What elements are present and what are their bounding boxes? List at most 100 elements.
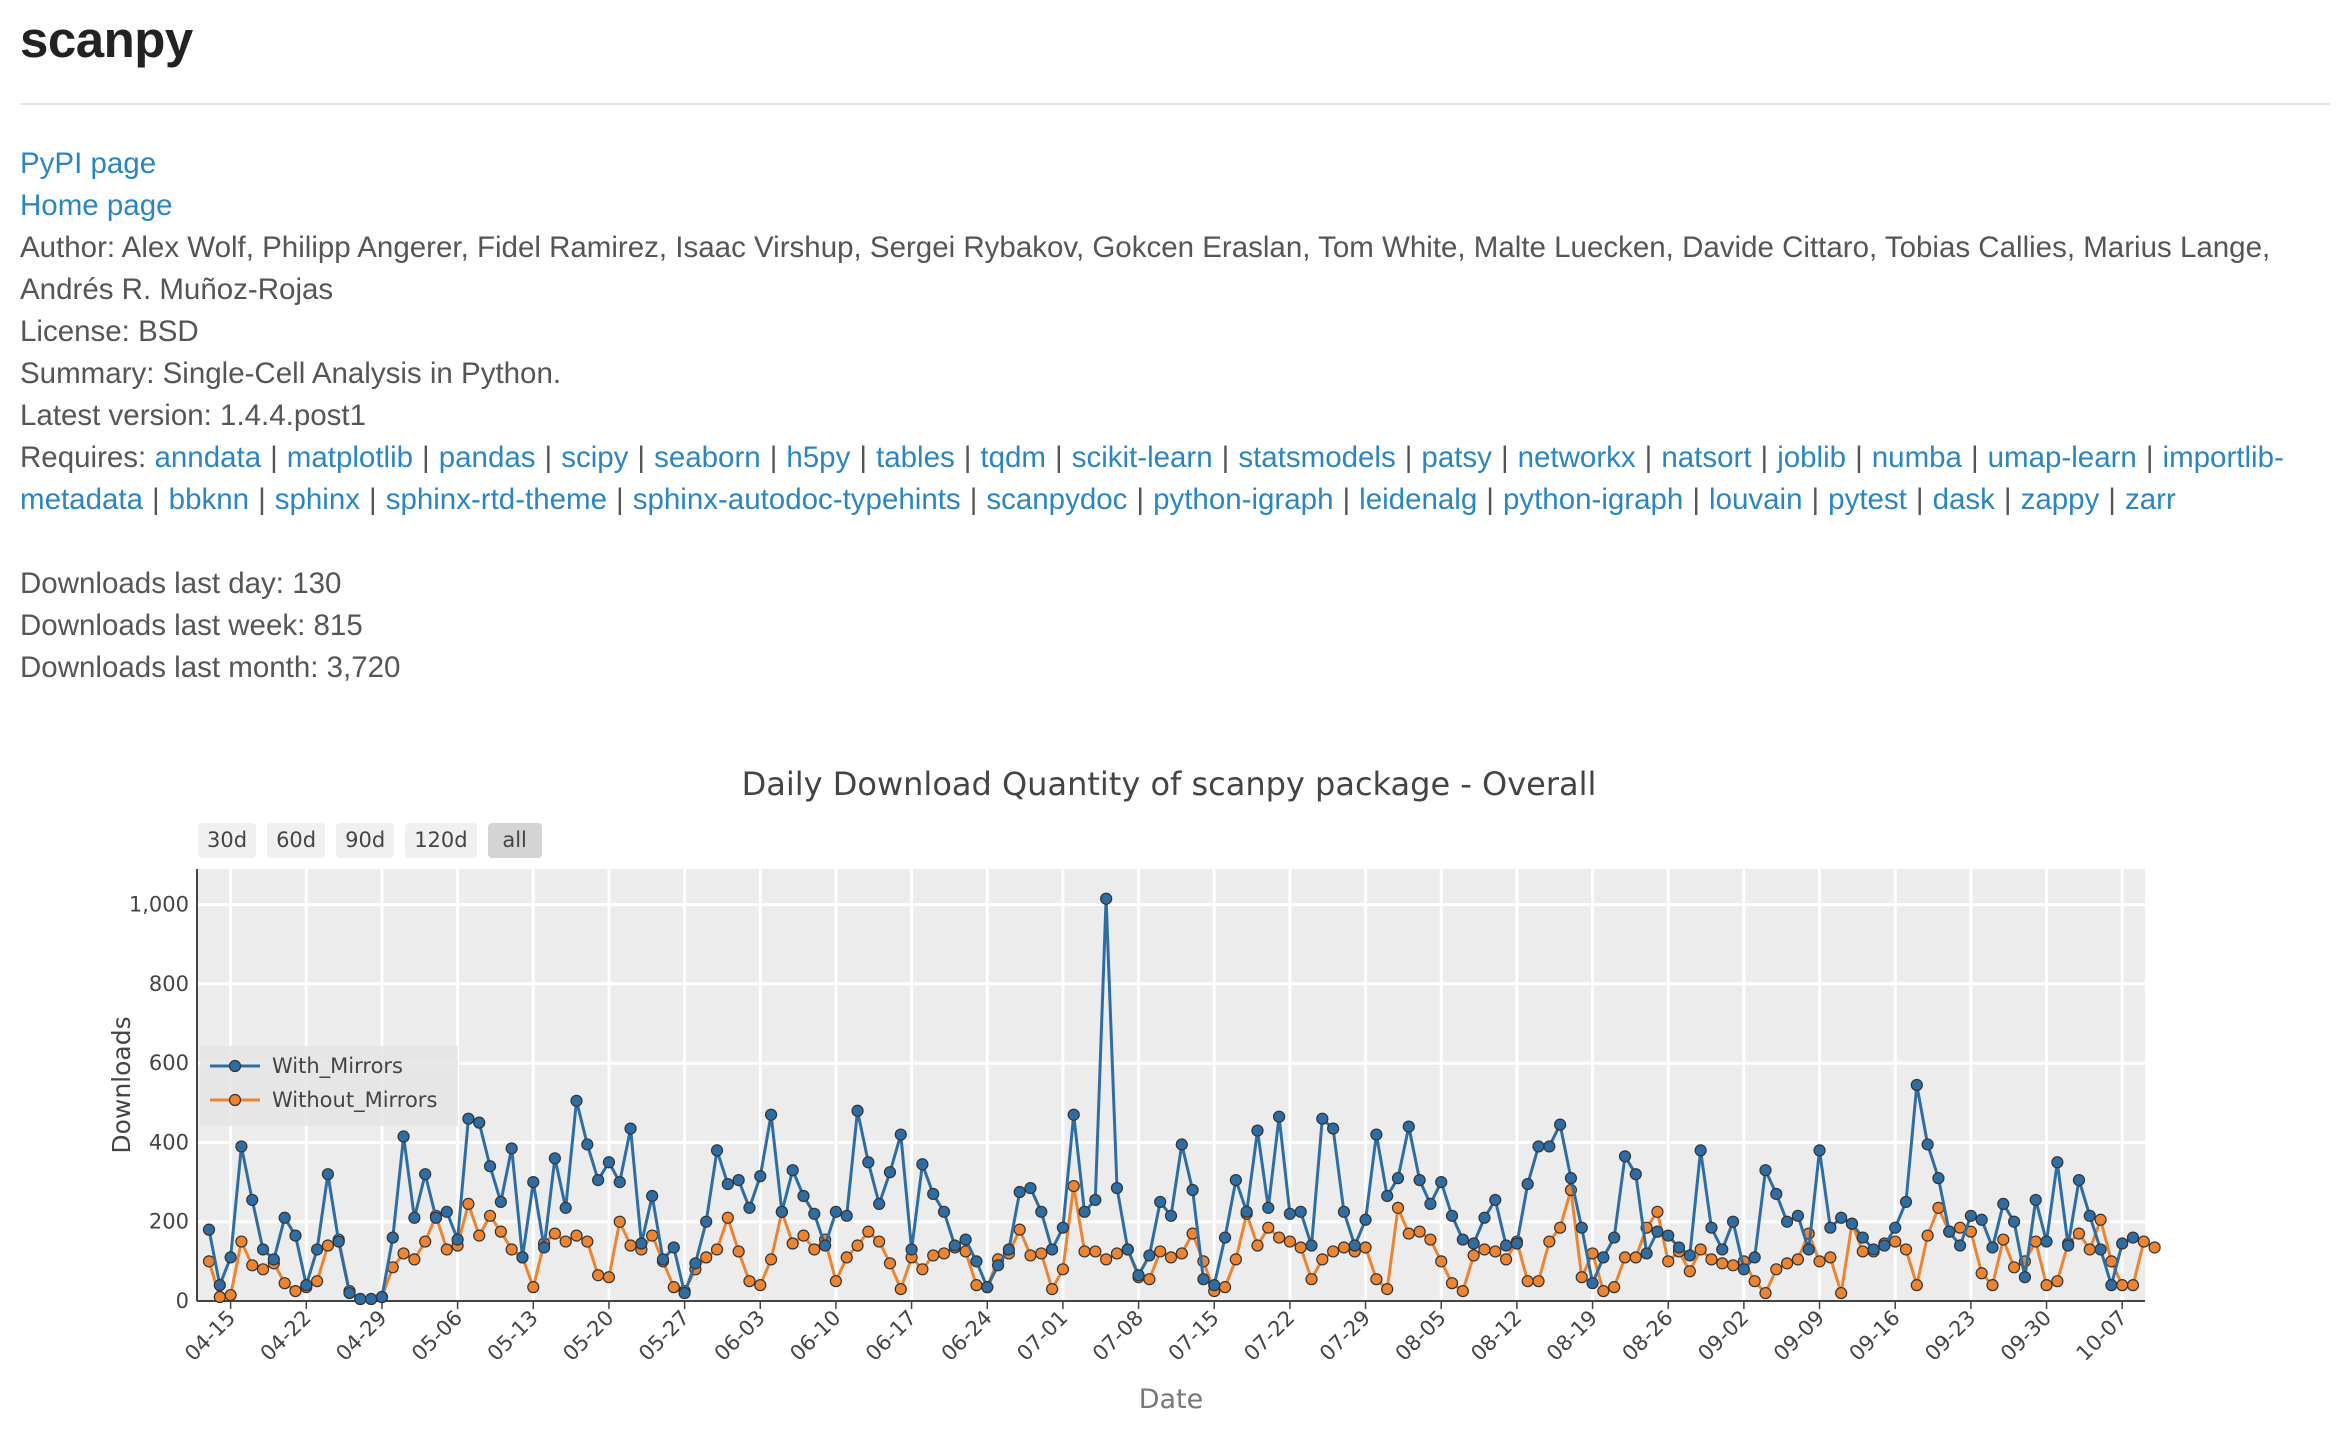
requires-separator: |	[1055, 441, 1063, 474]
data-point	[1770, 1187, 1783, 1201]
data-point	[1467, 1237, 1480, 1250]
data-point	[1975, 1267, 1988, 1280]
data-point	[1835, 1211, 1848, 1224]
data-point	[1651, 1205, 1664, 1218]
data-point	[1218, 1281, 1232, 1294]
data-point	[375, 1290, 389, 1304]
requires-separator: |	[2003, 483, 2012, 516]
range-button-120d[interactable]: 120d	[405, 823, 477, 858]
data-point	[1391, 1172, 1405, 1185]
pypi-page-link[interactable]: PyPI page	[20, 147, 157, 180]
requires-link[interactable]: statsmodels	[1238, 441, 1396, 474]
requires-separator: |	[1855, 441, 1863, 474]
requires-separator: |	[369, 483, 377, 516]
data-point	[1867, 1243, 1880, 1256]
requires-link[interactable]: sphinx	[274, 483, 361, 516]
requires-link[interactable]: patsy	[1421, 441, 1492, 474]
requires-link[interactable]: bbknn	[168, 483, 250, 516]
data-point	[1640, 1247, 1653, 1260]
requires-separator: |	[544, 441, 553, 474]
data-point	[2072, 1227, 2086, 1240]
data-point	[646, 1189, 659, 1203]
data-point	[829, 1275, 843, 1288]
data-point	[1899, 1243, 1913, 1256]
data-point	[1272, 1231, 1286, 1244]
requires-separator: |	[1486, 483, 1494, 516]
data-point	[2137, 1235, 2150, 1248]
requires-link[interactable]: dask	[1932, 483, 1995, 516]
latest-version-text: Latest version: 1.4.4.post1	[20, 399, 367, 432]
range-button-60d[interactable]: 60d	[267, 823, 326, 858]
requires-link[interactable]: importlib-metadata	[20, 441, 2284, 516]
requires-link[interactable]: pandas	[438, 441, 536, 474]
data-point	[419, 1235, 432, 1248]
data-point	[1889, 1221, 1902, 1234]
y-tick-label: 400	[149, 1130, 189, 1154]
data-point	[2094, 1213, 2107, 1226]
requires-link[interactable]: matplotlib	[286, 441, 414, 474]
requires-link[interactable]: tables	[876, 441, 955, 474]
data-point	[1435, 1176, 1448, 1189]
data-point	[667, 1241, 680, 1254]
data-point	[808, 1207, 821, 1220]
data-point	[786, 1164, 799, 1177]
data-point	[1100, 1253, 1113, 1266]
requires-link[interactable]: umap-learn	[1987, 441, 2137, 474]
data-point	[1845, 1217, 1859, 1230]
data-point	[1164, 1209, 1178, 1222]
data-point	[1110, 1247, 1124, 1260]
data-point	[527, 1281, 540, 1294]
data-point	[310, 1275, 324, 1288]
requires-separator: |	[2145, 441, 2154, 474]
requires-link[interactable]: joblib	[1777, 441, 1847, 474]
requires-link[interactable]: anndata	[154, 441, 262, 474]
requires-link[interactable]: sphinx-autodoc-typehints	[632, 483, 961, 516]
range-button-30d[interactable]: 30d	[198, 823, 257, 858]
data-point	[1532, 1275, 1545, 1288]
data-point	[743, 1201, 756, 1214]
x-tick-label: 07-22	[1239, 1306, 1299, 1366]
requires-link[interactable]: leidenalg	[1359, 483, 1478, 516]
data-point	[1013, 1223, 1026, 1236]
requires-separator: |	[1500, 441, 1509, 474]
data-point	[1694, 1243, 1707, 1256]
data-point	[1337, 1205, 1351, 1218]
requires-link[interactable]: louvain	[1709, 483, 1803, 516]
data-point	[1543, 1235, 1556, 1248]
data-point	[592, 1174, 605, 1187]
data-point	[808, 1243, 821, 1256]
requires-separator: |	[270, 441, 278, 474]
data-point	[905, 1243, 918, 1256]
x-tick-label: 06-17	[861, 1306, 921, 1366]
requires-link[interactable]: python-igraph	[1502, 483, 1684, 516]
data-point	[1143, 1249, 1156, 1262]
x-tick-label: 04-29	[331, 1306, 391, 1366]
data-point	[1424, 1233, 1437, 1246]
data-point	[1672, 1241, 1686, 1254]
requires-link[interactable]: numba	[1871, 441, 1962, 474]
data-point	[278, 1211, 291, 1224]
data-point	[959, 1233, 972, 1246]
data-point	[397, 1130, 410, 1143]
range-button-90d[interactable]: 90d	[336, 823, 395, 858]
x-tick-label: 09-23	[1920, 1306, 1980, 1366]
requires-link[interactable]: seaborn	[654, 441, 761, 474]
requires-link[interactable]: sphinx-rtd-theme	[385, 483, 608, 516]
requires-link[interactable]: natsort	[1661, 441, 1752, 474]
data-point	[1272, 1110, 1286, 1123]
requires-link[interactable]: h5py	[786, 441, 851, 474]
requires-link[interactable]: scipy	[561, 441, 629, 474]
requires-link[interactable]: python-igraph	[1153, 483, 1334, 516]
requires-link[interactable]: tqdm	[980, 441, 1047, 474]
home-page-link[interactable]: Home page	[20, 189, 173, 222]
range-button-all[interactable]: all	[487, 823, 542, 858]
x-tick-label: 04-22	[256, 1306, 316, 1366]
requires-link[interactable]: scanpydoc	[986, 483, 1128, 516]
requires-link[interactable]: zappy	[2020, 483, 2100, 516]
data-point	[2051, 1156, 2064, 1169]
data-point	[1413, 1174, 1426, 1187]
requires-link[interactable]: networkx	[1517, 441, 1636, 474]
requires-link[interactable]: pytest	[1828, 483, 1907, 516]
requires-link[interactable]: zarr	[2124, 483, 2176, 516]
requires-link[interactable]: scikit-learn	[1071, 441, 1213, 474]
